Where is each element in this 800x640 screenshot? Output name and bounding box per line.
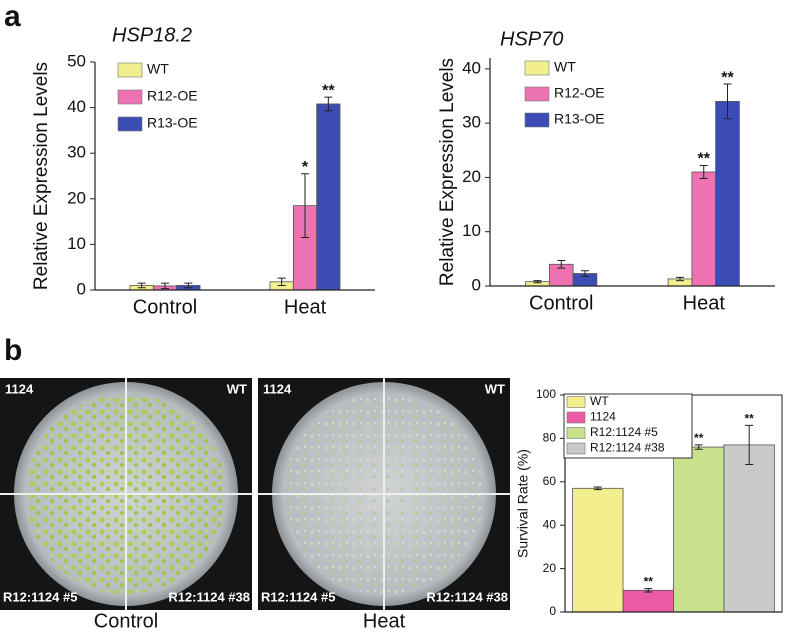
y-tick-label: 20 bbox=[462, 167, 481, 186]
legend-label: R13-OE bbox=[147, 115, 198, 131]
legend-label: WT bbox=[554, 59, 576, 75]
photo-label: R12:1124 #5 bbox=[261, 589, 335, 604]
photo bbox=[258, 378, 510, 610]
legend-swatch bbox=[117, 89, 143, 105]
legend-label: WT bbox=[590, 394, 609, 408]
y-tick-label: 100 bbox=[536, 387, 556, 401]
significance-label: ** bbox=[745, 412, 755, 426]
y-tick-label: 40 bbox=[543, 517, 557, 531]
error-bar bbox=[723, 83, 732, 120]
panel-label: b bbox=[4, 334, 22, 367]
x-tick-label: Control bbox=[133, 296, 197, 318]
legend-label: R12:1124 #38 bbox=[590, 441, 665, 455]
y-tick-label: 80 bbox=[543, 431, 557, 445]
error-bar bbox=[694, 444, 703, 450]
photo-label: R12:1124 #38 bbox=[168, 589, 250, 604]
y-axis-title: Relative Expression Levels bbox=[31, 62, 52, 290]
legend-swatch bbox=[566, 411, 586, 424]
bar bbox=[572, 487, 624, 613]
error-bar bbox=[593, 486, 602, 491]
legend-swatch bbox=[566, 442, 586, 455]
photo-label: WT bbox=[227, 381, 247, 396]
y-tick-label: 60 bbox=[543, 474, 557, 488]
error-bar bbox=[184, 282, 193, 289]
error-bar bbox=[581, 270, 589, 277]
legend-label: R12:1124 #5 bbox=[590, 425, 658, 439]
error-bar bbox=[557, 259, 566, 269]
photo-label: WT bbox=[485, 381, 505, 396]
error-bar bbox=[324, 96, 333, 112]
error-bar bbox=[745, 424, 754, 465]
y-tick-label: 30 bbox=[462, 113, 481, 132]
bar bbox=[622, 589, 674, 613]
legend-swatch bbox=[117, 62, 143, 78]
photo bbox=[0, 378, 252, 610]
y-axis-title: Relative Expression Levels bbox=[437, 58, 458, 286]
y-tick-label: 40 bbox=[67, 97, 86, 116]
bar bbox=[673, 446, 725, 613]
y-tick-label: 10 bbox=[67, 234, 86, 253]
error-bar bbox=[301, 173, 309, 239]
photo-label: 1124 bbox=[263, 381, 292, 396]
photo-label: R12:1124 #38 bbox=[426, 589, 508, 604]
significance-label: ** bbox=[721, 69, 734, 86]
y-tick-label: 10 bbox=[462, 221, 481, 240]
legend-swatch bbox=[566, 427, 586, 439]
photo-label: 1124 bbox=[5, 381, 34, 396]
error-bar bbox=[137, 282, 146, 289]
legend-swatch bbox=[524, 86, 550, 102]
y-tick-label: 20 bbox=[67, 188, 86, 207]
y-tick-label: 30 bbox=[67, 143, 86, 162]
photo-label: R12:1124 #5 bbox=[3, 589, 77, 604]
error-bar bbox=[699, 164, 708, 180]
y-tick-label: 0 bbox=[472, 275, 481, 294]
error-bar bbox=[676, 276, 684, 282]
y-tick-label: 50 bbox=[67, 51, 86, 70]
error-bar bbox=[644, 588, 653, 593]
legend-label: R12-OE bbox=[554, 85, 605, 101]
y-axis-title: Survival Rate (%) bbox=[515, 449, 531, 558]
bar bbox=[723, 444, 775, 613]
legend-swatch bbox=[566, 396, 586, 408]
error-bar bbox=[161, 282, 169, 290]
chart-title: HSP18.2 bbox=[112, 24, 192, 46]
x-tick-label: Heat bbox=[284, 296, 327, 318]
y-tick-label: 0 bbox=[549, 604, 556, 618]
legend-label: R12-OE bbox=[147, 88, 198, 104]
bar bbox=[691, 171, 717, 287]
legend-frame bbox=[563, 393, 693, 459]
legend-swatch bbox=[524, 112, 550, 128]
significance-label: ** bbox=[694, 431, 704, 445]
bar bbox=[316, 103, 341, 291]
y-tick-label: 0 bbox=[77, 279, 86, 298]
x-tick-label: Control bbox=[529, 292, 593, 314]
legend-swatch bbox=[117, 116, 143, 132]
significance-label: * bbox=[302, 159, 309, 176]
chart-title: HSP70 bbox=[500, 28, 563, 50]
legend-label: 1124 bbox=[590, 410, 616, 424]
significance-label: ** bbox=[322, 82, 335, 99]
bar bbox=[715, 101, 740, 287]
legend-label: R13-OE bbox=[554, 111, 605, 127]
photo-caption: Heat bbox=[363, 610, 406, 632]
photo-caption: Control bbox=[94, 610, 158, 632]
y-tick-label: 40 bbox=[462, 58, 481, 77]
panel-label: a bbox=[4, 0, 21, 33]
x-tick-label: Heat bbox=[683, 292, 726, 314]
legend-swatch bbox=[524, 60, 550, 76]
legend-label: WT bbox=[147, 61, 169, 77]
significance-label: ** bbox=[644, 575, 654, 589]
y-tick-label: 20 bbox=[543, 561, 557, 575]
error-bar bbox=[277, 277, 286, 286]
significance-label: ** bbox=[698, 151, 711, 168]
error-bar bbox=[533, 280, 542, 284]
